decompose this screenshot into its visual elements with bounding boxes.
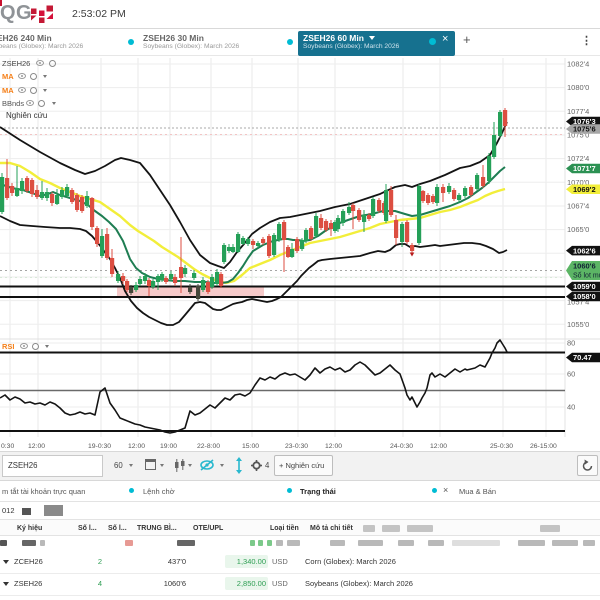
svg-text:1065'0: 1065'0 xyxy=(567,225,589,234)
svg-text:1082'4: 1082'4 xyxy=(567,60,589,69)
svg-text:70.47: 70.47 xyxy=(573,353,592,362)
svg-text:1080'0: 1080'0 xyxy=(567,83,589,92)
svg-text:22-8:00: 22-8:00 xyxy=(197,443,220,450)
svg-text:15:00: 15:00 xyxy=(242,443,259,450)
svg-text:40: 40 xyxy=(567,403,575,412)
svg-text:1067'4: 1067'4 xyxy=(567,202,589,211)
svg-text:25-0:30: 25-0:30 xyxy=(490,443,513,450)
svg-text:12:00: 12:00 xyxy=(430,443,447,450)
svg-text:80: 80 xyxy=(567,339,575,348)
svg-text:1075'6: 1075'6 xyxy=(573,125,596,134)
svg-text:1055'0: 1055'0 xyxy=(567,320,589,329)
svg-text:1075'0: 1075'0 xyxy=(567,131,589,140)
svg-text:12:00: 12:00 xyxy=(28,443,45,450)
svg-text:12:00: 12:00 xyxy=(325,443,342,450)
svg-text:12:00: 12:00 xyxy=(128,443,145,450)
svg-text:24-0:30: 24-0:30 xyxy=(390,443,413,450)
svg-text:1057'4: 1057'4 xyxy=(567,298,589,307)
svg-text:1076'3: 1076'3 xyxy=(573,117,596,126)
svg-text:23-0:30: 23-0:30 xyxy=(285,443,308,450)
svg-text:0:30: 0:30 xyxy=(1,443,14,450)
svg-text:Số lot mu: Số lot mu xyxy=(573,271,600,280)
svg-text:1071'7: 1071'7 xyxy=(573,164,596,173)
svg-text:19-0:30: 19-0:30 xyxy=(88,443,111,450)
svg-text:1058'0: 1058'0 xyxy=(573,292,596,301)
svg-text:26-15:00: 26-15:00 xyxy=(530,443,557,450)
svg-text:19:00: 19:00 xyxy=(160,443,177,450)
svg-text:1062'6: 1062'6 xyxy=(573,246,596,255)
svg-text:1060'6: 1060'6 xyxy=(573,262,596,271)
svg-text:1070'0: 1070'0 xyxy=(567,178,589,187)
svg-text:1072'4: 1072'4 xyxy=(567,154,589,163)
svg-text:1077'4: 1077'4 xyxy=(567,107,589,116)
svg-text:1059'0: 1059'0 xyxy=(573,282,596,291)
svg-text:1069'2: 1069'2 xyxy=(573,185,596,194)
svg-text:60: 60 xyxy=(567,370,575,379)
